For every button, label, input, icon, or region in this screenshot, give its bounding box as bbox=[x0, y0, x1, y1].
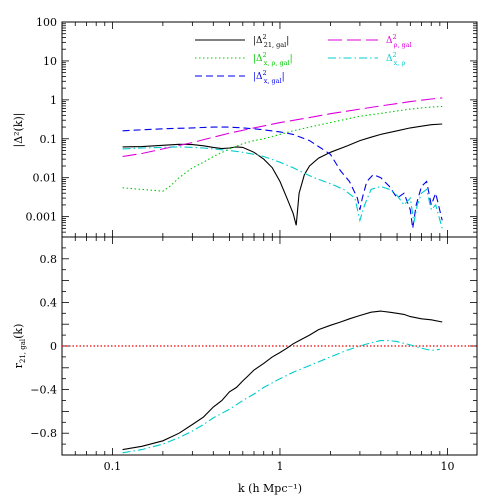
legend-label-end: | bbox=[282, 72, 285, 82]
y-tick-label: 0.01 bbox=[33, 172, 58, 185]
legend-label-sub: ρ, gal bbox=[394, 41, 412, 49]
bottom-panel: 0.1 1 10 0.8 0.4 0 −0.4 −0.8 r21, gal(k) k (h M… bbox=[12, 236, 478, 495]
legend-label-sup: 2 bbox=[263, 51, 267, 59]
legend-label-end: | bbox=[290, 54, 293, 64]
x-axis-label: k (h Mpc⁻¹) bbox=[238, 482, 302, 495]
legend-label-sup: 2 bbox=[393, 51, 397, 59]
y-tick-label: 10 bbox=[43, 55, 57, 68]
legend-label-dxrho: Δ2 x, ρ bbox=[386, 51, 405, 67]
legend: |Δ2 21, gal||Δ2 x, ρ, gal||Δ2 x, gal|Δ2 ρ, g… bbox=[195, 33, 412, 85]
y-tick-label: 0 bbox=[50, 340, 57, 353]
y-tick-label: 0.1 bbox=[40, 133, 58, 146]
top-plot-frame bbox=[61, 21, 478, 238]
legend-label-sup: 2 bbox=[393, 33, 397, 41]
x-tick-label: 0.1 bbox=[104, 460, 122, 473]
y-tick-label: −0.4 bbox=[30, 384, 57, 397]
series-line-rxrho bbox=[122, 340, 440, 454]
legend-label-main: |Δ bbox=[253, 72, 263, 82]
y-tick-label: 1 bbox=[50, 94, 57, 107]
series-line-dxrho bbox=[122, 146, 443, 229]
legend-label-sub: x, ρ, gal bbox=[264, 59, 290, 67]
bottom-ticks: 0.1 1 10 0.8 0.4 0 −0.4 −0.8 bbox=[30, 236, 477, 473]
legend-label-end: | bbox=[286, 36, 289, 46]
series-line-dxpgal bbox=[122, 105, 443, 192]
legend-label-sub: x, gal bbox=[264, 77, 282, 85]
series-line-d21gal bbox=[122, 123, 443, 226]
bottom-series bbox=[62, 310, 477, 454]
top-ticks: 100 10 1 0.1 0.01 0.001 bbox=[26, 16, 477, 238]
top-series bbox=[122, 97, 443, 229]
legend-label-main: Δ bbox=[386, 36, 393, 46]
legend-label-main: Δ bbox=[386, 54, 393, 64]
bottom-y-axis-label-sub: 21, gal bbox=[19, 338, 27, 363]
x-tick-label: 1 bbox=[276, 460, 283, 473]
y-tick-label: 0.8 bbox=[40, 253, 58, 266]
legend-label-sub: 21, gal bbox=[264, 41, 287, 49]
legend-label-dxgal: |Δ2 x, gal| bbox=[253, 69, 285, 85]
legend-label-main: |Δ bbox=[253, 54, 263, 64]
legend-label-main: |Δ bbox=[253, 36, 263, 46]
y-tick-label: 0.4 bbox=[40, 296, 58, 309]
legend-label-sub: x, ρ bbox=[394, 59, 406, 67]
bottom-y-axis-label-main: r bbox=[12, 362, 25, 368]
bottom-y-axis-label-end: (k) bbox=[12, 324, 25, 339]
y-tick-label: −0.8 bbox=[30, 427, 57, 440]
y-tick-label: 0.001 bbox=[26, 211, 58, 224]
series-line-dxgal bbox=[122, 126, 443, 229]
y-tick-label: 100 bbox=[36, 16, 57, 29]
series-line-r21gal bbox=[122, 310, 443, 451]
legend-label-drhogal: Δ2 ρ, gal bbox=[386, 33, 412, 49]
series-line-drhogal bbox=[122, 97, 443, 158]
x-tick-label: 10 bbox=[440, 460, 454, 473]
legend-label-sup: 2 bbox=[263, 69, 267, 77]
bottom-y-axis-label: r21, gal(k) bbox=[12, 324, 27, 369]
legend-label-sup: 2 bbox=[263, 33, 267, 41]
legend-label-d21gal: |Δ2 21, gal| bbox=[253, 33, 289, 49]
legend-label-dxpgal: |Δ2 x, ρ, gal| bbox=[253, 51, 293, 67]
top-y-axis-label: |Δ²(k)| bbox=[12, 112, 26, 147]
